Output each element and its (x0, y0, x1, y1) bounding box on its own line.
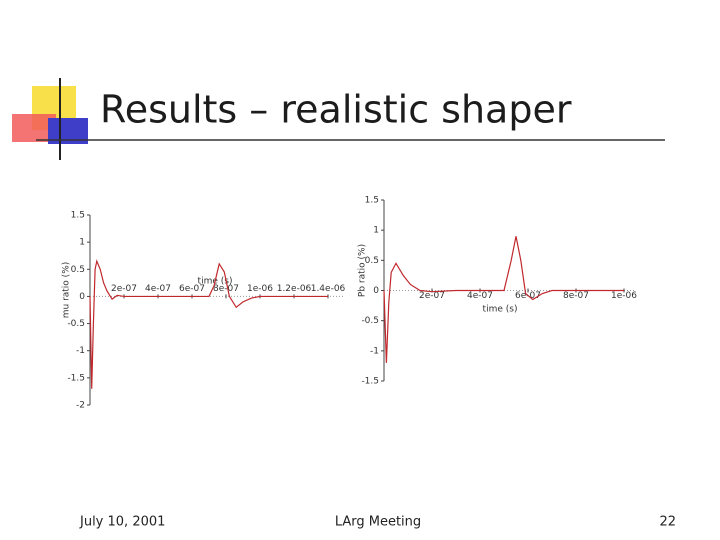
y-tick-label: 1 (79, 238, 85, 248)
x-tick-label: 1.4e-06 (311, 284, 346, 294)
logo (12, 78, 665, 160)
x-tick-label: 2e-07 (111, 284, 137, 294)
footer-date: July 10, 2001 (79, 515, 165, 530)
x-tick-label: 4e-07 (467, 291, 493, 301)
y-tick-label: -1 (76, 346, 85, 356)
footer-page: 22 (659, 515, 676, 530)
x-tick-label: 4e-07 (145, 284, 171, 294)
y-tick-label: 0 (373, 286, 379, 296)
slide-title: Results – realistic shaper (100, 88, 572, 132)
y-tick-label: 0 (79, 292, 85, 302)
x-tick-label: 8e-07 (213, 284, 239, 294)
y-tick-label: -1.5 (361, 377, 379, 387)
y-tick-label: -2 (76, 401, 85, 411)
y-tick-label: -0.5 (361, 316, 379, 326)
y-tick-label: -1 (370, 346, 379, 356)
data-line (89, 259, 328, 389)
y-tick-label: -0.5 (67, 319, 85, 329)
x-axis-label: time (s) (483, 305, 518, 315)
y-tick-label: -1.5 (67, 373, 85, 383)
y-tick-label: 0.5 (71, 265, 85, 275)
y-tick-label: 1 (373, 226, 379, 236)
y-tick-label: 1.5 (365, 196, 379, 206)
x-tick-label: 1.2e-06 (277, 284, 312, 294)
y-tick-label: 0.5 (365, 256, 379, 266)
x-tick-label: 1e-06 (611, 291, 637, 301)
x-tick-label: 6e-07 (179, 284, 205, 294)
x-tick-label: 8e-07 (563, 291, 589, 301)
footer-event: LArg Meeting (335, 515, 421, 530)
x-tick-label: 1e-06 (247, 284, 273, 294)
x-tick-label: 2e-07 (419, 291, 445, 301)
data-line (383, 236, 624, 363)
y-tick-label: 1.5 (71, 211, 85, 221)
y-axis-label: Pb ratio (%) (358, 244, 368, 297)
y-axis-label: mu ratio (%) (62, 262, 72, 319)
